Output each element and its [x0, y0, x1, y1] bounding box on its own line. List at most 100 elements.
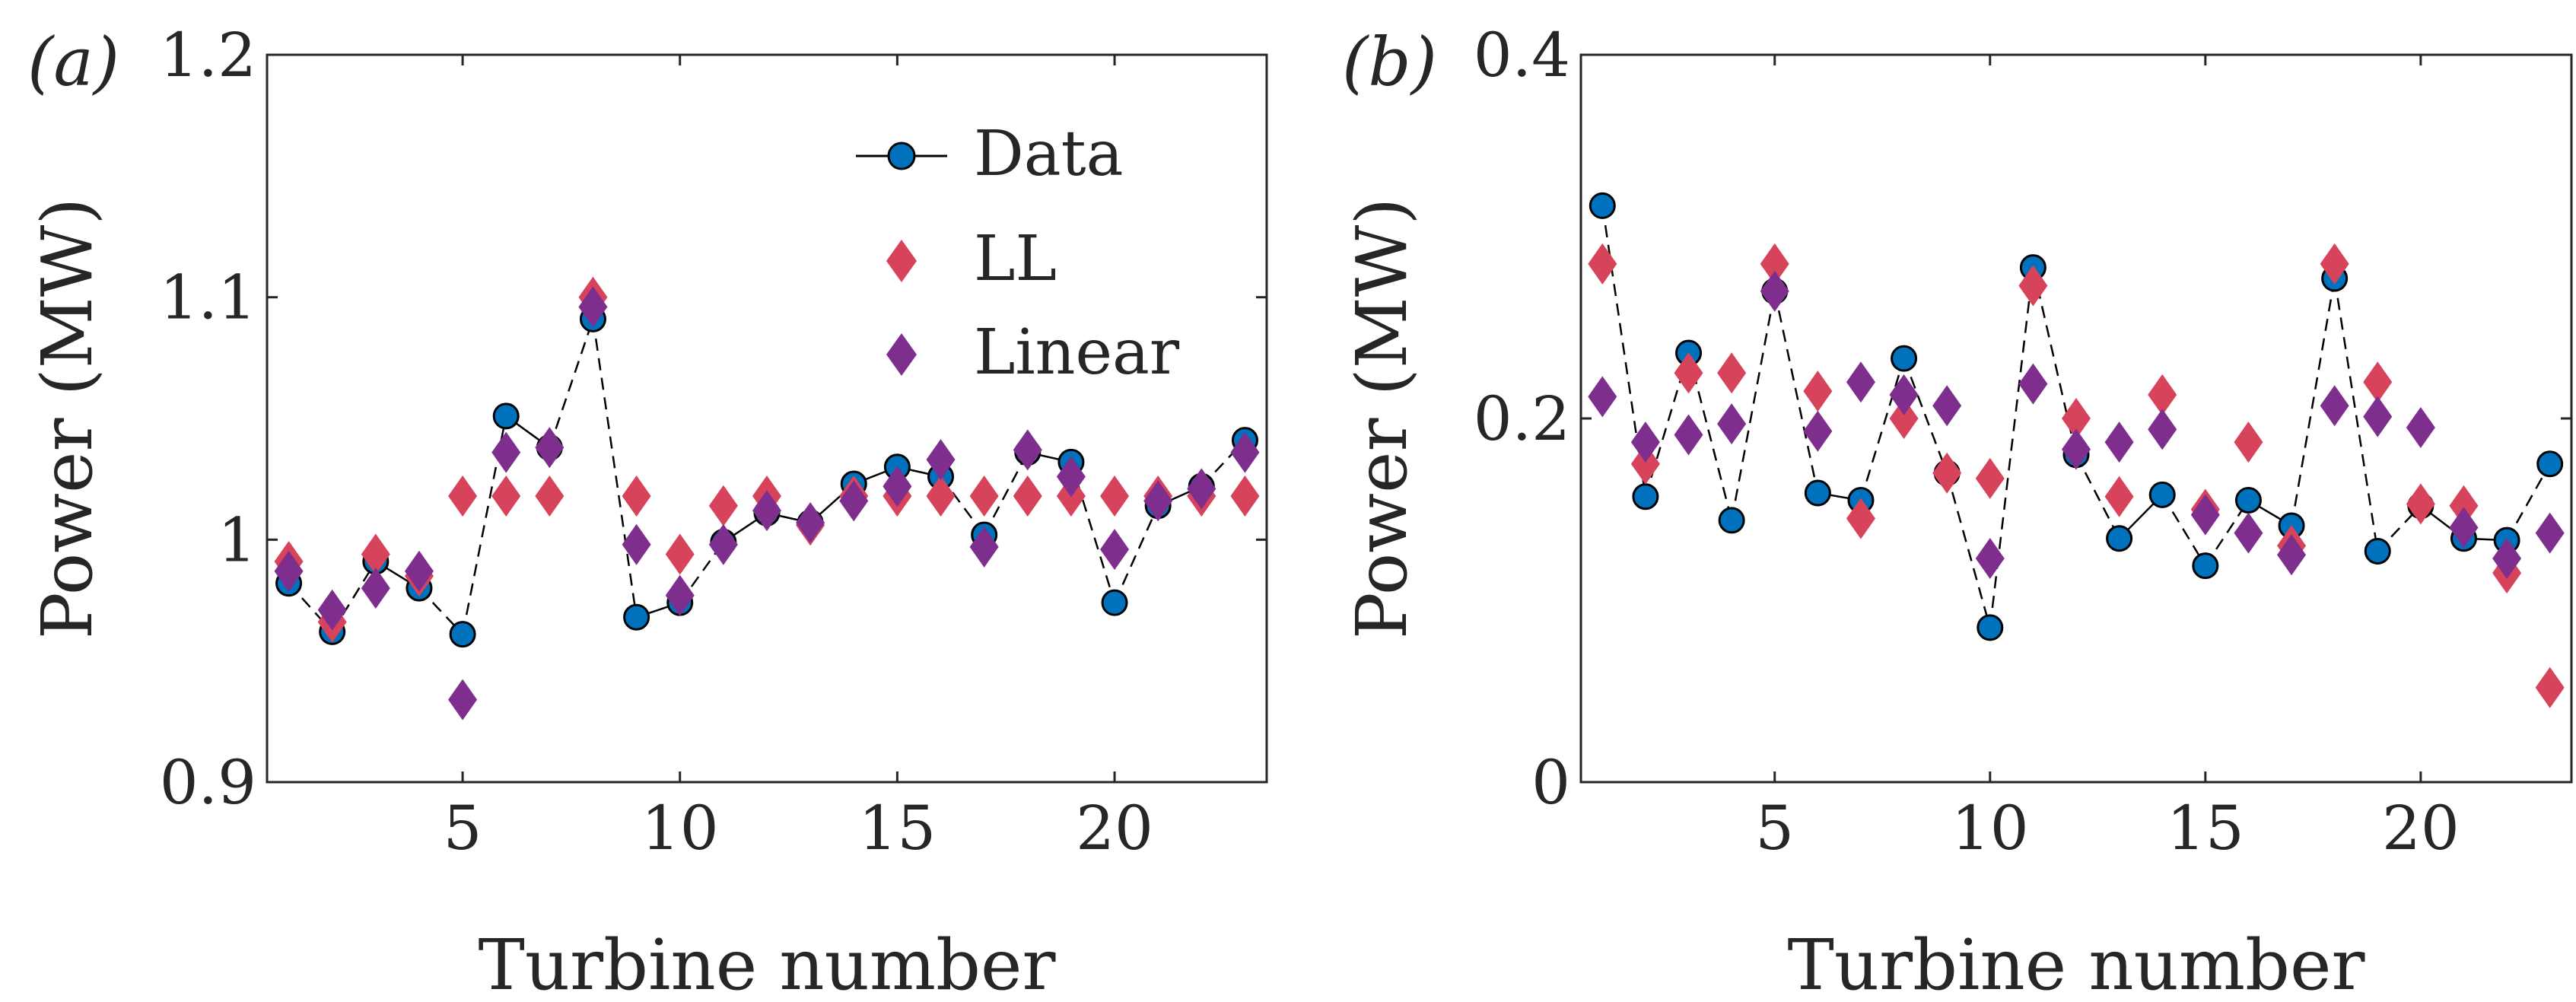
data-point	[492, 402, 520, 430]
data-series-line-segment	[2333, 278, 2379, 552]
ll-point	[448, 475, 478, 517]
linear-point	[665, 574, 695, 616]
panel-b: (b) Power (MW) Turbine number 5 10 15 20 0 0.…	[1341, 20, 2573, 1002]
legend-ll-label: LL	[974, 223, 1057, 295]
panel-a-ticks: 5 10 15 20 0.9 1 1.1 1.2	[160, 20, 1267, 864]
data-point	[1891, 345, 1918, 372]
data-point	[1589, 192, 1616, 219]
x-tick-label: 5	[1755, 793, 1794, 864]
data-series-line-segment	[983, 452, 1029, 536]
legend-data-label: Data	[974, 118, 1123, 190]
ll-point	[1717, 352, 1747, 394]
data-series-line-segment	[1903, 358, 1948, 474]
linear-point	[2104, 421, 2134, 463]
ll-point	[2062, 398, 2091, 439]
data-point	[2148, 481, 2176, 508]
ll-point	[1100, 475, 1130, 517]
linear-point	[274, 550, 304, 592]
linear-point	[2234, 512, 2263, 554]
x-tick-label: 10	[1951, 793, 2029, 864]
linear-point	[796, 502, 825, 544]
y-tick-label: 0.2	[1474, 383, 1570, 454]
linear-point	[1674, 414, 1703, 456]
ll-point	[1889, 398, 1919, 439]
linear-point	[2449, 507, 2479, 549]
ll-point	[1588, 243, 1617, 285]
y-tick-label: 1.1	[160, 262, 256, 333]
panel-a-label: (a)	[27, 23, 119, 101]
data-point	[2192, 552, 2219, 580]
ll-point	[622, 475, 651, 517]
linear-point	[2492, 538, 2522, 580]
panel-b-label: (b)	[1342, 23, 1437, 101]
linear-point	[926, 439, 956, 481]
data-series-line-segment	[1773, 291, 1819, 494]
ll-point	[1846, 498, 1875, 539]
panel-b-y-axis-label: Power (MW)	[1341, 198, 1423, 640]
panel-b-marks	[1588, 192, 2565, 708]
data-point	[1977, 614, 2004, 641]
data-point	[2234, 487, 2262, 514]
panel-a-x-axis-label: Turbine number	[479, 924, 1056, 1002]
ll-point	[1803, 371, 1833, 412]
data-point	[449, 621, 476, 648]
data-series-line-segment	[592, 319, 638, 618]
legend-linear-marker	[886, 333, 917, 376]
legend: Data LL Linear	[856, 118, 1180, 389]
panel-a-y-axis-label: Power (MW)	[27, 198, 108, 640]
linear-point	[2062, 428, 2091, 470]
linear-point	[448, 679, 478, 720]
x-tick-label: 20	[1076, 793, 1153, 864]
linear-point	[361, 568, 390, 609]
linear-point	[404, 550, 434, 592]
linear-point	[535, 427, 564, 469]
linear-point	[578, 286, 608, 328]
legend-data-marker	[887, 142, 916, 170]
ll-point	[1760, 243, 1789, 285]
panel-b-x-axis-label: Turbine number	[1788, 924, 2365, 1002]
linear-point	[2406, 406, 2435, 448]
legend-ll-marker	[886, 240, 917, 282]
data-series-line-segment	[1859, 358, 1905, 501]
y-tick-label: 1.2	[160, 20, 256, 91]
linear-point	[1588, 376, 1617, 418]
linear-point	[969, 526, 999, 568]
linear-point	[1056, 456, 1086, 498]
x-tick-label: 10	[641, 793, 719, 864]
linear-point	[1100, 529, 1130, 571]
y-tick-label: 0.4	[1474, 20, 1570, 91]
linear-point	[1932, 385, 1962, 427]
linear-point	[2018, 363, 2048, 405]
x-tick-label: 20	[2382, 793, 2460, 864]
ll-point	[2104, 476, 2134, 517]
data-point	[2536, 450, 2564, 478]
ll-point	[361, 533, 390, 575]
data-point	[1632, 483, 1659, 511]
data-series-line-segment	[1113, 505, 1159, 603]
ll-point	[2148, 374, 2177, 415]
linear-point	[1846, 361, 1875, 403]
x-tick-label: 15	[2167, 793, 2244, 864]
data-series-line-segment	[549, 318, 594, 448]
data-series-line-segment	[2161, 494, 2206, 567]
ll-point	[2406, 483, 2435, 525]
linear-point	[708, 523, 738, 565]
linear-point	[1230, 431, 1260, 473]
panel-a-marks	[274, 276, 1260, 720]
linear-point	[2535, 512, 2565, 554]
ll-point	[665, 533, 695, 575]
ll-point	[926, 475, 956, 517]
ll-point	[491, 475, 521, 517]
linear-point	[317, 589, 347, 631]
ll-point	[2320, 243, 2349, 285]
linear-point	[2320, 385, 2349, 427]
x-tick-label: 15	[858, 793, 936, 864]
ll-point	[2449, 485, 2479, 526]
linear-point	[2363, 396, 2393, 437]
linear-point	[2277, 534, 2307, 576]
panel-a: (a) Power (MW) Turbine number 5 10 15 20 0.9…	[27, 20, 1268, 1002]
panel-b-ticks: 5 10 15 20 0 0.2 0.4	[1474, 20, 2571, 864]
data-series-line-segment	[1945, 472, 1991, 628]
data-point	[2106, 525, 2133, 552]
